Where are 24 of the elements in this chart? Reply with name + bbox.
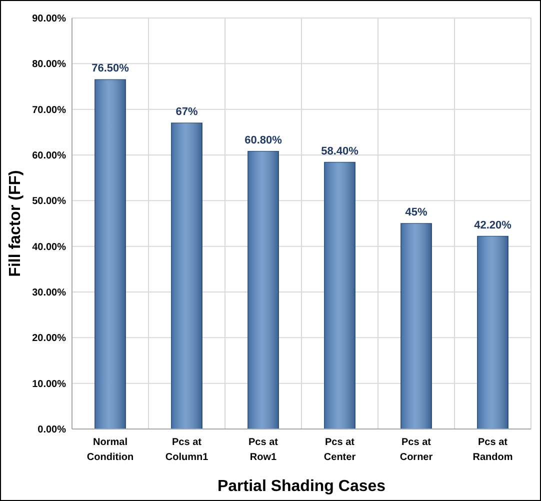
y-tick-label: 70.00% xyxy=(32,104,66,116)
y-tick-label: 50.00% xyxy=(32,196,66,208)
x-tick-label: Pcs at Random xyxy=(472,437,513,463)
x-tick-label: Pcs at Column1 xyxy=(165,437,209,463)
x-axis-title: Partial Shading Cases xyxy=(217,478,386,495)
y-tick-label: 80.00% xyxy=(32,59,66,70)
y-tick-label: 20.00% xyxy=(32,333,66,344)
data-label: 76.50% xyxy=(92,62,130,75)
data-label: 58.40% xyxy=(321,145,359,158)
y-tick-label: 40.00% xyxy=(32,242,66,253)
x-tick-label: Normal Condition xyxy=(86,437,134,463)
y-tick-label: 0.00% xyxy=(38,424,66,436)
data-label: 67% xyxy=(176,106,198,118)
x-tick-label: Pcs at Corner xyxy=(400,437,433,463)
y-axis-title: Fill factor (FF) xyxy=(7,170,24,277)
x-tick-label: Pcs at Center xyxy=(324,437,356,463)
y-tick-label: 30.00% xyxy=(32,288,66,298)
x-tick-label: Pcs at Row1 xyxy=(248,437,279,463)
data-label: 60.80% xyxy=(244,134,282,146)
y-tick-label: 90.00% xyxy=(32,14,66,24)
data-label: 45% xyxy=(405,206,428,218)
y-tick-label: 60.00% xyxy=(32,150,66,162)
data-label: 42.20% xyxy=(474,219,512,232)
y-tick-label: 10.00% xyxy=(32,378,66,390)
